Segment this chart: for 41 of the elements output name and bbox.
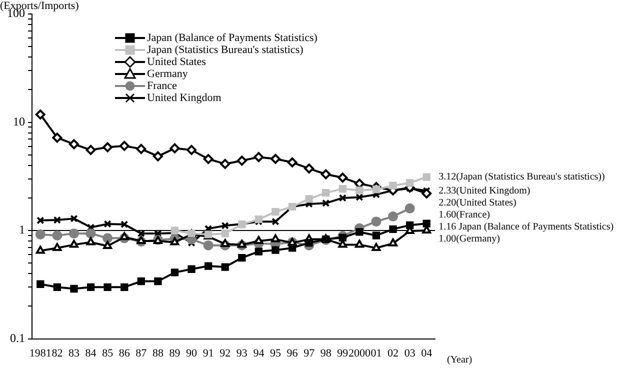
- x-tick-label: 93: [236, 347, 248, 360]
- y-tick-label: 0.1: [10, 330, 25, 345]
- x-tick-label: 02: [388, 347, 399, 360]
- x-tick-label: 98: [320, 347, 332, 360]
- legend-label: United Kingdom: [147, 92, 222, 104]
- x-tick-label: 01: [370, 347, 382, 360]
- x-tick-label: 82: [52, 347, 63, 360]
- x-tick-label: 03: [404, 347, 416, 360]
- annotation: 2.20(United States): [438, 197, 516, 208]
- x-tick-label: 89: [169, 347, 181, 360]
- x-tick-label: 86: [118, 347, 130, 360]
- x-tick-label: 92: [220, 347, 231, 360]
- annotation: 2.33(United Kingdom): [438, 185, 530, 196]
- y-axis-title: (Exports/Imports): [0, 0, 79, 12]
- x-tick-label: 88: [152, 347, 164, 360]
- legend-label: United States: [147, 56, 206, 68]
- x-tick-label: 83: [68, 347, 80, 360]
- x-tick-label: 2000: [348, 347, 371, 360]
- annotation: 1.00(Germany): [438, 233, 500, 244]
- legend-label: Germany: [147, 68, 188, 80]
- x-tick-label: 90: [186, 347, 198, 360]
- x-tick-label: 1981: [29, 347, 52, 360]
- annotation: 1.16 Japan (Balance of Payments Statistics): [438, 221, 614, 232]
- x-tick-label: 87: [136, 347, 148, 360]
- x-tick-label: 96: [286, 347, 298, 360]
- legend-label: Japan (Statistics Bureau's statistics): [147, 44, 304, 56]
- y-tick-label: 1: [19, 222, 25, 237]
- x-axis-title: (Year): [447, 354, 472, 366]
- legend-label: France: [147, 80, 177, 92]
- x-tick-label: 99: [337, 347, 349, 360]
- x-tick-label: 84: [85, 347, 97, 360]
- x-tick-label: 85: [102, 347, 114, 360]
- annotation: 1.60(France): [438, 209, 490, 220]
- legend-label: Japan (Balance of Payments Statistics): [147, 32, 318, 44]
- annotation: 3.12(Japan (Statistics Bureau's statistics)): [438, 172, 605, 183]
- x-tick-label: 94: [253, 347, 265, 360]
- x-tick-label: 95: [270, 347, 282, 360]
- y-tick-label: 10: [13, 114, 25, 128]
- x-tick-label: 91: [202, 347, 214, 360]
- x-tick-label: 04: [421, 347, 433, 360]
- x-tick-label: 97: [304, 347, 316, 360]
